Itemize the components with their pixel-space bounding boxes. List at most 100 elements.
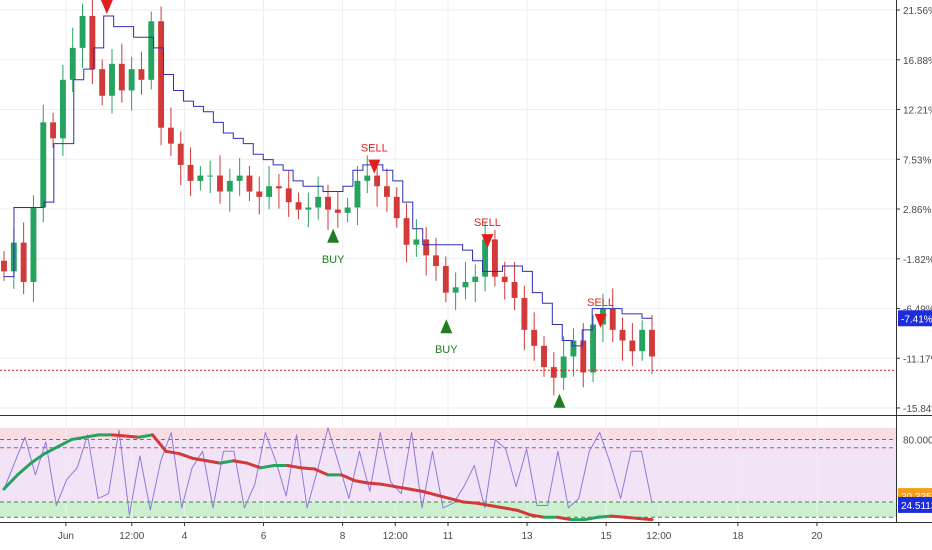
candle-body bbox=[167, 127, 174, 144]
x-tick-label: 15 bbox=[601, 531, 613, 542]
y-tick-label: -11.17% bbox=[903, 354, 932, 365]
y-tick-label: 7.53% bbox=[903, 155, 931, 166]
candle-body bbox=[521, 297, 528, 330]
candle-body bbox=[207, 175, 214, 177]
candle-body bbox=[344, 207, 351, 213]
osc-smooth-segment bbox=[488, 504, 505, 510]
y-tick-label: -1.82% bbox=[903, 255, 932, 266]
candle-body bbox=[403, 218, 410, 245]
candle-body bbox=[305, 207, 312, 210]
osc-smooth-segment bbox=[583, 515, 600, 522]
osc-smooth-segment bbox=[43, 445, 60, 456]
x-tick-label: 12:00 bbox=[646, 531, 671, 542]
x-tick-label: 12:00 bbox=[383, 531, 408, 542]
osc-smooth-segment bbox=[637, 516, 654, 522]
candle-body bbox=[423, 239, 430, 256]
candle-body bbox=[59, 79, 66, 139]
candle-body bbox=[570, 340, 577, 357]
osc-smooth-segment bbox=[137, 433, 154, 439]
candle-body bbox=[20, 242, 27, 282]
candle-body bbox=[266, 186, 273, 197]
candle-body bbox=[383, 186, 390, 197]
candle-body bbox=[226, 180, 233, 192]
osc-smooth-segment bbox=[16, 461, 33, 477]
candle-body bbox=[236, 175, 243, 181]
candle-body bbox=[50, 122, 57, 139]
candle-body bbox=[491, 239, 498, 277]
candle-body bbox=[246, 175, 253, 192]
x-tick-label: 20 bbox=[811, 531, 823, 542]
candle-body bbox=[649, 329, 655, 357]
osc-smooth-segment bbox=[340, 473, 357, 483]
osc-smooth-segment bbox=[394, 485, 411, 491]
osc-smooth-segment bbox=[623, 515, 640, 520]
candle-body bbox=[393, 196, 400, 219]
osc-smooth-segment bbox=[164, 449, 181, 456]
osc-smooth-segment bbox=[596, 514, 613, 519]
candle-body bbox=[109, 63, 115, 96]
candle-body bbox=[138, 69, 145, 80]
sell-arrow bbox=[594, 313, 607, 328]
osc-smooth-segment bbox=[178, 452, 195, 460]
candle-body bbox=[482, 239, 489, 277]
badges-layer: -7.41%30.335824.5113 bbox=[898, 310, 932, 513]
candle-body bbox=[531, 329, 538, 346]
osc-smooth-segment bbox=[83, 433, 100, 439]
y-tick-label: 2.86% bbox=[903, 205, 931, 216]
sell-arrow bbox=[100, 0, 113, 14]
x-tick-label: 18 bbox=[732, 531, 744, 542]
trail-layer bbox=[0, 15, 896, 371]
axes-layer: 21.56% 16.88% 12.21% 7.53% 2.86% -1.82% -6.49%… bbox=[58, 6, 932, 542]
osc-smooth-segment bbox=[380, 482, 397, 489]
osc-fast-line bbox=[3, 427, 653, 516]
osc-smooth-segment bbox=[218, 459, 235, 465]
candle-body bbox=[148, 21, 155, 80]
candle-body bbox=[197, 175, 204, 181]
candle-body bbox=[89, 15, 96, 70]
candle-body bbox=[629, 340, 636, 352]
y-tick-label: 12.21% bbox=[903, 105, 932, 116]
candle-body bbox=[128, 69, 135, 91]
osc-smooth-segment bbox=[502, 506, 519, 512]
osc-smooth-segment bbox=[124, 434, 141, 439]
x-tick-label: 11 bbox=[443, 531, 454, 542]
price-badge: -7.41% bbox=[901, 314, 932, 325]
osc-smooth-segment bbox=[259, 463, 276, 470]
osc-smooth-segment bbox=[610, 514, 627, 519]
candle-body bbox=[325, 196, 331, 210]
osc-smooth-segment bbox=[151, 433, 168, 453]
osc-smooth-segment bbox=[529, 513, 546, 519]
candle-body bbox=[99, 69, 106, 96]
oscillator-layer bbox=[2, 427, 654, 522]
candle-body bbox=[158, 21, 165, 128]
osc-smooth-segment bbox=[29, 452, 46, 465]
candle-body bbox=[40, 122, 47, 208]
osc-smooth-segment bbox=[448, 496, 465, 504]
buy-arrow bbox=[440, 319, 453, 334]
osc-smooth-segment bbox=[205, 459, 222, 465]
osc-smooth-segment bbox=[515, 508, 532, 517]
osc-smooth-segment bbox=[110, 433, 127, 438]
x-tick-label: 6 bbox=[261, 531, 267, 542]
osc-smooth-segment bbox=[299, 466, 316, 471]
candle-body bbox=[69, 47, 76, 80]
candle-body bbox=[590, 324, 597, 373]
candle-body bbox=[501, 276, 508, 282]
candle-body bbox=[433, 255, 439, 267]
candle-body bbox=[354, 180, 361, 208]
sell-label: SELL bbox=[587, 297, 614, 309]
candle-body bbox=[541, 345, 547, 368]
buy-label: BUY bbox=[435, 344, 458, 356]
x-tick-label: 8 bbox=[340, 531, 346, 542]
osc-smooth-segment bbox=[191, 456, 208, 463]
osc-smooth-segment bbox=[434, 493, 451, 500]
candle-body bbox=[550, 367, 557, 378]
osc-smooth-segment bbox=[245, 461, 262, 470]
osc-smooth-segment bbox=[2, 473, 19, 491]
x-tick-label: 4 bbox=[182, 531, 188, 542]
candle-body bbox=[285, 188, 292, 203]
osc-smooth-segment bbox=[353, 479, 370, 485]
y-tick-label: -6.49% bbox=[903, 304, 932, 315]
osc-y-tick-label: 80.0000 bbox=[903, 436, 932, 447]
